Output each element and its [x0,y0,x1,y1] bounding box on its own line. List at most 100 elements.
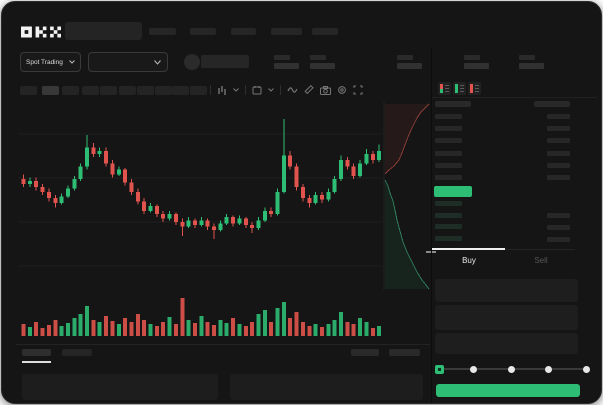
icon-block-top [440,84,443,89]
camera-icon[interactable] [320,85,331,95]
icon-line [444,87,449,89]
symbol-selector[interactable] [88,52,168,72]
line-style-icon[interactable] [287,86,298,94]
chart-bottom-divider [16,344,430,345]
order-input-2[interactable] [435,333,578,354]
indicators-icon[interactable] [217,85,227,95]
divider [210,85,211,95]
ask-price-placeholder-5[interactable] [435,175,462,180]
icon-line [444,84,449,86]
icon-line [459,87,464,89]
search-input[interactable] [65,22,142,40]
icon-line [474,90,479,92]
interval-icon[interactable] [252,85,262,95]
nav-item-placeholder-3[interactable] [271,28,302,35]
panel-divider [431,48,432,403]
ask-price-placeholder-3[interactable] [435,150,462,156]
ask-amount-placeholder-5 [547,175,570,180]
chevron-down-icon [69,60,75,64]
coin-icon [184,54,200,70]
slider-stop-100[interactable] [582,365,590,373]
ask-price-placeholder-2[interactable] [435,138,462,144]
nav-item-placeholder-0[interactable] [149,28,176,35]
bottom-tab-1[interactable] [62,349,92,356]
book-asks-icon[interactable] [468,82,481,95]
timeframe-button-6[interactable] [137,86,154,95]
stat-label-placeholder-1 [310,55,326,60]
amount-slider[interactable] [435,362,593,376]
bid-price-placeholder-2[interactable] [435,224,462,230]
buy-button[interactable] [436,384,580,397]
icon-block-bottom [470,88,473,93]
okx-logo [21,26,61,38]
icon-block-top [470,84,473,89]
icon-block-top [455,84,458,89]
chart-toolbar-icons [210,84,363,96]
order-input-0[interactable] [435,279,578,302]
timeframe-button-4[interactable] [100,86,117,95]
ask-amount-placeholder-0 [547,114,570,119]
timeframe-button-1[interactable] [42,86,59,95]
slider-handle[interactable] [435,364,444,374]
orderbook-last-price[interactable] [434,186,472,197]
nav-item-placeholder-1[interactable] [190,28,216,35]
stat-label-placeholder-2 [397,55,413,60]
timeframe-button-0[interactable] [20,86,37,95]
bid-price-placeholder-3[interactable] [435,236,462,242]
slider-stop-75[interactable] [545,365,552,373]
icon-block-bottom [440,88,443,93]
divider [280,85,281,95]
stat-value-placeholder-4 [519,63,544,69]
ask-amount-placeholder-4 [547,162,570,168]
orderbook-col-header-amount [534,101,570,107]
draw-icon[interactable] [304,85,314,95]
bid-price-placeholder-0[interactable] [435,201,462,206]
chevron-down-icon[interactable] [233,88,239,92]
ask-amount-placeholder-1 [547,126,570,132]
bid-amount-placeholder-2 [547,224,570,230]
chevron-down-icon [154,59,161,65]
bottom-action-placeholder-0[interactable] [351,349,379,356]
buy-tab-underline [432,248,505,250]
nav-item-placeholder-2[interactable] [231,28,256,35]
stat-value-placeholder-2 [397,63,422,69]
slider-stop-50[interactable] [507,365,515,373]
timeframe-button-8[interactable] [172,86,189,95]
chevron-down-icon[interactable] [268,88,274,92]
bottom-panel-1[interactable] [230,374,423,400]
price-chart[interactable] [16,100,430,344]
tab-buy[interactable]: Buy [462,256,476,265]
market-type-selector[interactable]: Spot Trading [20,52,81,72]
symbol-name-placeholder [201,55,249,68]
icon-line [444,90,449,92]
bottom-panel-0[interactable] [22,374,218,400]
timeframe-button-9[interactable] [190,86,207,95]
bottom-tab-active-underline [22,361,51,363]
slider-stop-25[interactable] [470,365,477,373]
bid-price-placeholder-1[interactable] [435,212,462,218]
orderbook-col-header-price [435,101,471,107]
ask-price-placeholder-0[interactable] [435,114,462,119]
book-bids-icon[interactable] [453,82,466,95]
order-input-1[interactable] [435,305,578,330]
ask-amount-placeholder-2 [547,138,570,144]
timeframe-button-3[interactable] [82,86,99,95]
fullscreen-icon[interactable] [353,85,363,95]
settings-icon[interactable] [337,85,347,95]
timeframe-button-7[interactable] [155,86,172,95]
ask-price-placeholder-4[interactable] [435,162,462,168]
timeframe-button-5[interactable] [119,86,136,95]
ask-price-placeholder-1[interactable] [435,126,462,132]
bottom-tab-0[interactable] [22,349,51,356]
timeframe-button-2[interactable] [62,86,79,95]
slider-handle-inner [438,367,441,371]
orderbook-header-divider [432,97,597,98]
bid-amount-placeholder-1 [547,213,570,219]
book-combined-icon[interactable] [438,82,451,95]
nav-item-placeholder-4[interactable] [312,28,338,35]
bid-amount-placeholder-3 [547,236,570,242]
bottom-action-placeholder-1[interactable] [389,349,420,356]
tab-sell[interactable]: Sell [534,256,548,265]
stat-label-placeholder-3 [464,55,480,60]
